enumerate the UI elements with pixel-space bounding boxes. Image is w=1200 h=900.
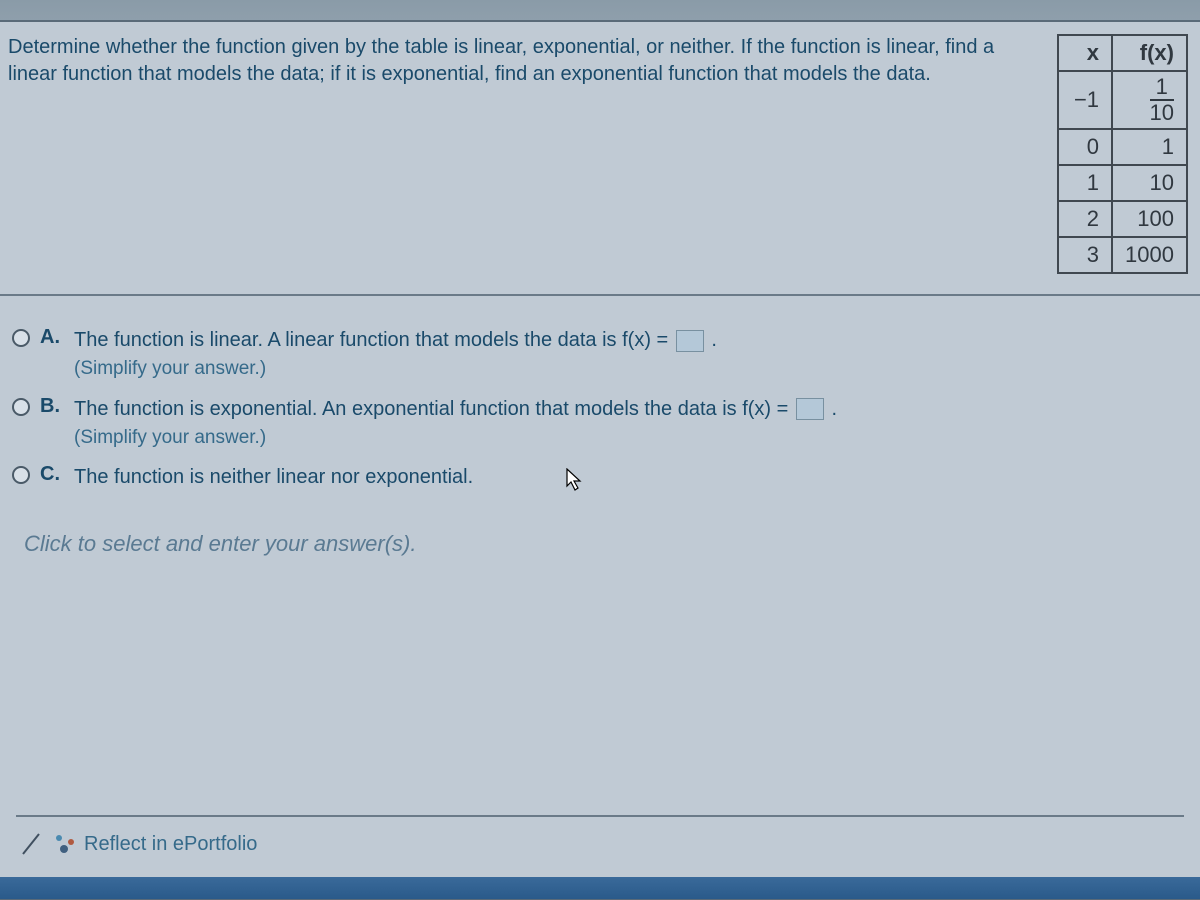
cell-x: 1	[1058, 165, 1112, 201]
reflect-eportfolio-link[interactable]: Reflect in ePortfolio	[84, 833, 257, 856]
option-a-text: The function is linear. A linear functio…	[74, 329, 668, 351]
option-b-sub: (Simplify your answer.)	[74, 425, 1188, 452]
divider-icon	[16, 829, 46, 859]
header-x: x	[1058, 35, 1112, 71]
option-b-body: The function is exponential. An exponent…	[74, 395, 1188, 452]
cell-fx: 1	[1112, 129, 1187, 165]
option-c-text: The function is neither linear nor expon…	[74, 466, 473, 488]
option-b-label: B.	[40, 395, 64, 418]
table-row: −1 1 10	[1058, 71, 1187, 129]
radio-b[interactable]	[12, 398, 30, 416]
data-table: x f(x) −1 1 10 0 1	[1057, 34, 1188, 274]
option-a-sub: (Simplify your answer.)	[74, 356, 1188, 383]
option-a[interactable]: A. The function is linear. A linear func…	[12, 326, 1188, 383]
cell-fx: 10	[1112, 165, 1187, 201]
cell-fx: 1 10	[1112, 71, 1187, 129]
table-row: 1 10	[1058, 165, 1187, 201]
option-c-label: C.	[40, 463, 64, 486]
option-a-body: The function is linear. A linear functio…	[74, 326, 1188, 383]
table-row: 3 1000	[1058, 237, 1187, 273]
answer-input-b[interactable]	[796, 398, 824, 420]
table-header-row: x f(x)	[1058, 35, 1187, 71]
cell-x: −1	[1058, 71, 1112, 129]
radio-c[interactable]	[12, 466, 30, 484]
cell-fx: 100	[1112, 201, 1187, 237]
option-c[interactable]: C. The function is neither linear nor ex…	[12, 463, 1188, 491]
table-row: 0 1	[1058, 129, 1187, 165]
question-screen: Determine whether the function given by …	[0, 20, 1200, 900]
bottom-accent-bar	[0, 877, 1200, 899]
header-fx: f(x)	[1112, 35, 1187, 71]
fraction: 1 10	[1150, 76, 1174, 124]
eportfolio-icon	[56, 835, 74, 853]
option-b-text: The function is exponential. An exponent…	[74, 398, 788, 420]
cell-x: 3	[1058, 237, 1112, 273]
cell-x: 0	[1058, 129, 1112, 165]
fraction-numerator: 1	[1150, 76, 1174, 101]
question-text: Determine whether the function given by …	[8, 34, 1039, 88]
radio-a[interactable]	[12, 329, 30, 347]
option-b[interactable]: B. The function is exponential. An expon…	[12, 395, 1188, 452]
cell-fx: 1000	[1112, 237, 1187, 273]
fraction-denominator: 10	[1150, 101, 1174, 124]
answer-input-a[interactable]	[676, 330, 704, 352]
instruction-text: Click to select and enter your answer(s)…	[12, 531, 1188, 557]
option-c-body: The function is neither linear nor expon…	[74, 463, 1188, 491]
cell-x: 2	[1058, 201, 1112, 237]
answer-options: A. The function is linear. A linear func…	[0, 296, 1200, 597]
table-row: 2 100	[1058, 201, 1187, 237]
footer-bar: Reflect in ePortfolio	[16, 815, 1184, 859]
question-header: Determine whether the function given by …	[0, 22, 1200, 296]
option-a-label: A.	[40, 326, 64, 349]
